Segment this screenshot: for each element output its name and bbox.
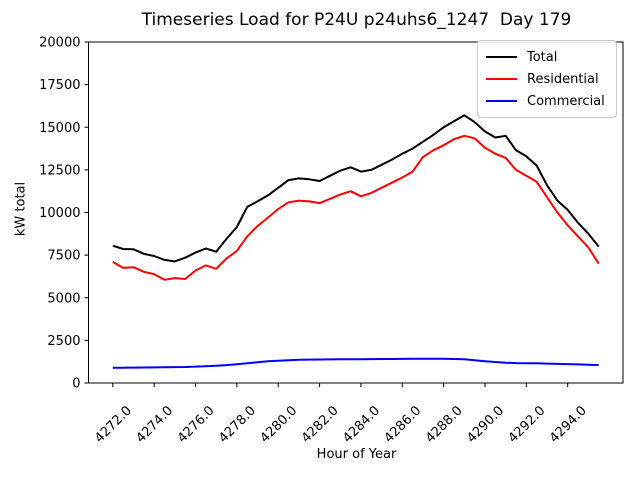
x-axis-label: Hour of Year xyxy=(316,447,397,462)
x-tick-label: 4274.0 xyxy=(133,403,176,446)
x-tick-label: 4280.0 xyxy=(258,403,301,446)
x-tick-label: 4278.0 xyxy=(216,403,259,446)
y-tick-label: 10000 xyxy=(39,206,80,221)
legend-item-residential: Residential xyxy=(486,68,608,90)
y-tick-label: 17500 xyxy=(39,78,80,93)
x-tick-label: 4290.0 xyxy=(464,403,507,446)
series-line-commercial xyxy=(112,357,599,369)
legend-label-total: Total xyxy=(527,49,558,65)
chart-title: Timeseries Load for P24U p24uhs6_1247 Da… xyxy=(141,10,572,30)
legend-line-swatch-total xyxy=(486,56,517,58)
legend-line-swatch-commercial xyxy=(486,100,517,102)
y-tick-label: 5000 xyxy=(47,291,80,306)
x-tick-label: 4292.0 xyxy=(506,403,549,446)
x-tick-label: 4272.0 xyxy=(92,403,135,446)
legend-line-swatch-residential xyxy=(486,78,517,80)
x-tick-label: 4276.0 xyxy=(175,403,218,446)
series-line-total xyxy=(112,114,600,263)
legend-label-residential: Residential xyxy=(527,71,599,87)
x-tick-label: 4284.0 xyxy=(340,403,383,446)
x-tick-label: 4294.0 xyxy=(547,403,590,446)
x-tick-label: 4286.0 xyxy=(382,403,425,446)
y-tick-label: 0 xyxy=(72,377,80,392)
legend: Total Residential Commercial xyxy=(477,40,617,118)
x-tick-label: 4288.0 xyxy=(423,403,466,446)
series-line-residential xyxy=(112,134,600,281)
y-tick-label: 2500 xyxy=(47,334,80,349)
legend-label-commercial: Commercial xyxy=(527,93,605,109)
y-tick-label: 7500 xyxy=(47,249,80,264)
legend-item-commercial: Commercial xyxy=(486,90,608,112)
y-axis-label: kW total xyxy=(13,181,29,237)
y-tick-label: 20000 xyxy=(39,36,80,51)
y-tick-label: 15000 xyxy=(39,121,80,136)
x-tick-label: 4282.0 xyxy=(299,403,342,446)
legend-item-total: Total xyxy=(486,46,608,68)
y-tick-label: 12500 xyxy=(39,163,80,178)
